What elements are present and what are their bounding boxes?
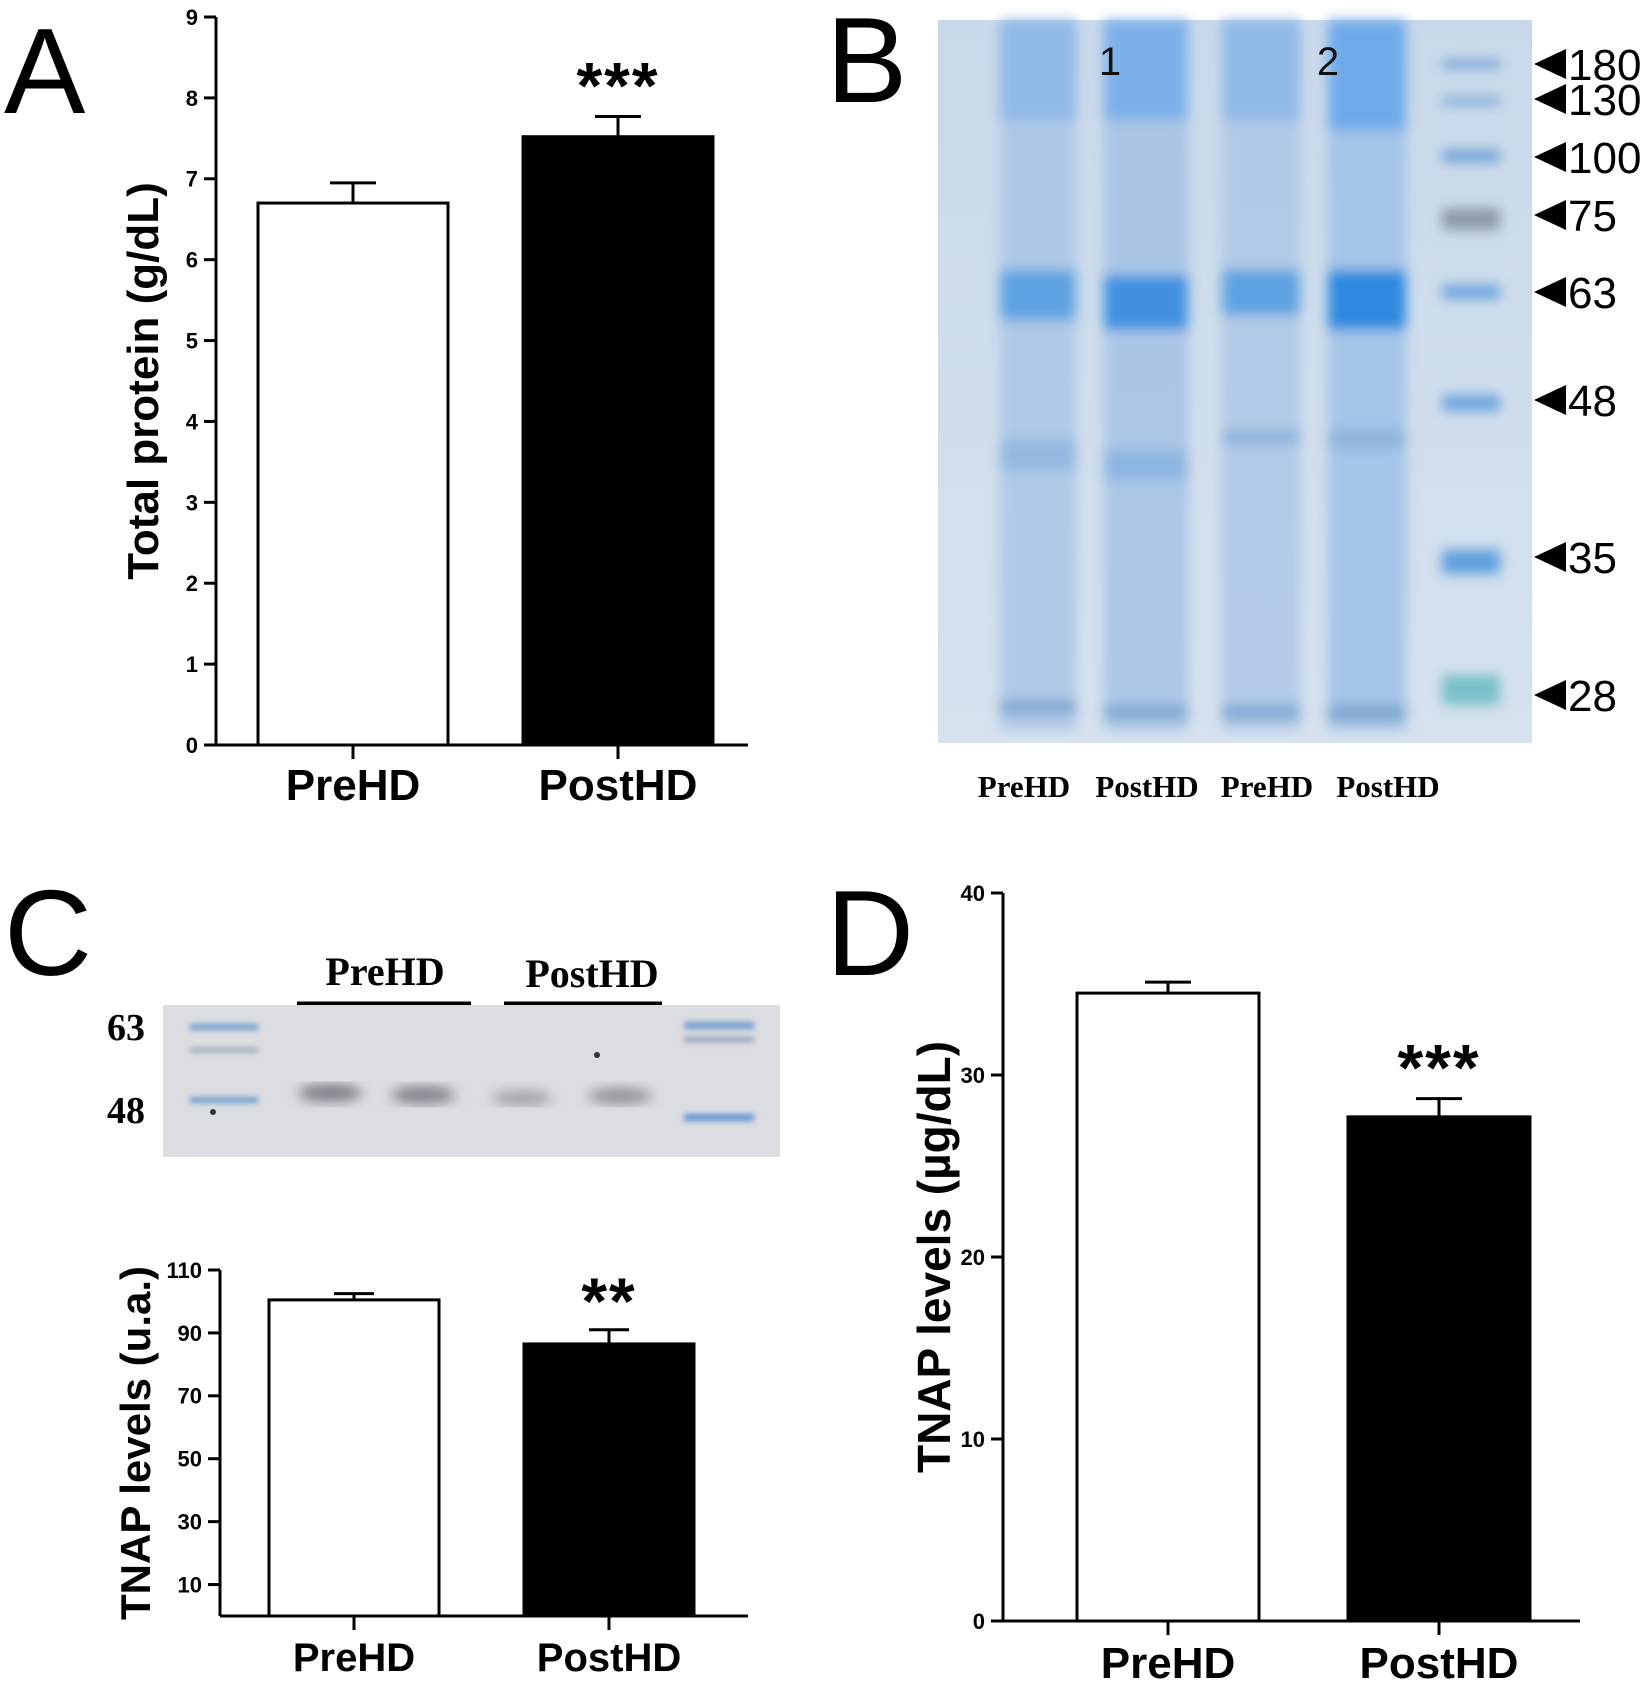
gel-b-marker-label-28: 28 [1568,672,1617,721]
blot-c-bands [298,1084,652,1105]
blot-c-membrane [163,1005,780,1157]
gel-b-marker-label-180: 180 [1568,41,1641,90]
chart-a-ytick-label: 1 [186,652,198,677]
gel-b-marker-arrow-48 [1534,385,1566,415]
chart-d-ytick-label: 10 [961,1427,985,1452]
chart-d-category-label: PostHD [1360,1639,1519,1683]
chart-d-ytick-label: 20 [961,1245,985,1270]
panel-label-a: A [4,3,86,139]
gel-b-marker-label-63: 63 [1568,269,1617,318]
chart-d-y-axis-label: TNAP levels (µg/dL) [908,1041,960,1473]
gel-b-lane-labels: PreHD PostHD PreHD PostHD [978,769,1440,804]
chart-c: 10 30 50 70 90 110 PreHD PostHD ** TNAP levels (u… [112,1258,748,1680]
gel-b-lane-label-1: PreHD [978,769,1070,804]
chart-d-ytick-label: 0 [973,1609,985,1634]
chart-a-ytick-label: 0 [186,733,198,758]
chart-d: 0 10 20 30 40 PreHD PostHD *** TNAP levels (µg/d… [908,881,1580,1683]
chart-a-ytick-label: 6 [186,248,198,273]
gel-b-lanes [1000,20,1500,730]
blot-c-group-label-posthd: PostHD [525,951,658,996]
gel-b-lane-number-2: 2 [1317,40,1339,84]
chart-c-ytick-label: 70 [178,1384,202,1409]
chart-a: 0 1 2 3 4 5 6 7 8 9 PreHD PostHD *** Total protein (g… [119,5,748,810]
gel-b-marker-arrow-35 [1534,542,1566,572]
chart-a-ytick-label: 2 [186,571,198,596]
panel-label-c: C [4,865,92,1001]
chart-d-significance: *** [1397,1031,1480,1105]
gel-b-marker-label-48: 48 [1568,377,1617,426]
gel-b-marker-arrow-28 [1534,680,1566,710]
panel-label-d: D [826,865,914,1001]
chart-a-ytick-label: 7 [186,167,198,192]
chart-c-bar-posthd [522,1342,696,1618]
chart-a-significance: *** [576,48,659,122]
gel-b-marker-arrow-130 [1534,84,1566,114]
chart-a-category-label: PostHD [539,761,698,810]
chart-c-ytick-label: 50 [178,1447,202,1472]
blot-c: PreHD PostHD 63 48 [107,949,780,1157]
gel-b-marker-arrow-100 [1534,142,1566,172]
blot-c-marker-48: 48 [107,1090,145,1132]
chart-c-significance: ** [581,1264,636,1338]
panel-label-b: B [826,0,907,128]
chart-a-ytick-label: 9 [186,5,198,30]
gel-b-marker-label-35: 35 [1568,534,1617,583]
chart-c-category-label: PostHD [537,1636,681,1680]
blot-c-group-label-prehd: PreHD [325,949,444,994]
chart-c-ytick-label: 30 [178,1510,202,1535]
chart-c-category-label: PreHD [293,1636,415,1680]
chart-d-ytick-label: 30 [961,1063,985,1088]
chart-a-bar-posthd [521,135,715,747]
gel-b-lane-label-4: PostHD [1336,769,1439,804]
chart-a-category-label: PreHD [286,761,421,810]
chart-c-y-axis-label: TNAP levels (u.a.) [112,1266,159,1620]
chart-a-ytick-label: 3 [186,490,198,515]
chart-c-bar-prehd [267,1298,441,1618]
blot-c-ladder [190,1022,754,1121]
gel-b-lane-number-1: 1 [1099,40,1121,84]
chart-d-ytick-label: 40 [961,881,985,906]
gel-b-marker-label-130: 130 [1568,76,1641,125]
chart-d-bar-posthd [1346,1115,1532,1623]
chart-a-ytick-label: 8 [186,86,198,111]
chart-d-category-label: PreHD [1101,1639,1236,1683]
gel-b-lane-label-3: PreHD [1221,769,1313,804]
gel-b-marker-arrow-180 [1534,49,1566,79]
chart-c-ytick-label: 10 [178,1572,202,1597]
chart-c-ytick-label: 110 [167,1258,203,1283]
chart-a-ytick-label: 4 [186,409,199,434]
chart-a-ytick-label: 5 [186,328,198,353]
gel-b-marker-arrow-75 [1534,200,1566,230]
gel-b-marker-arrow-63 [1534,277,1566,307]
gel-b-marker-label-100: 100 [1568,134,1641,183]
chart-a-bar-prehd [256,201,450,747]
gel-b-marker-label-75: 75 [1568,192,1617,241]
gel-b-lane-label-2: PostHD [1095,769,1198,804]
chart-d-bar-prehd [1075,991,1261,1623]
chart-c-ytick-label: 90 [178,1321,202,1346]
chart-a-y-axis-label: Total protein (g/dL) [119,182,168,580]
blot-c-marker-63: 63 [107,1007,145,1049]
